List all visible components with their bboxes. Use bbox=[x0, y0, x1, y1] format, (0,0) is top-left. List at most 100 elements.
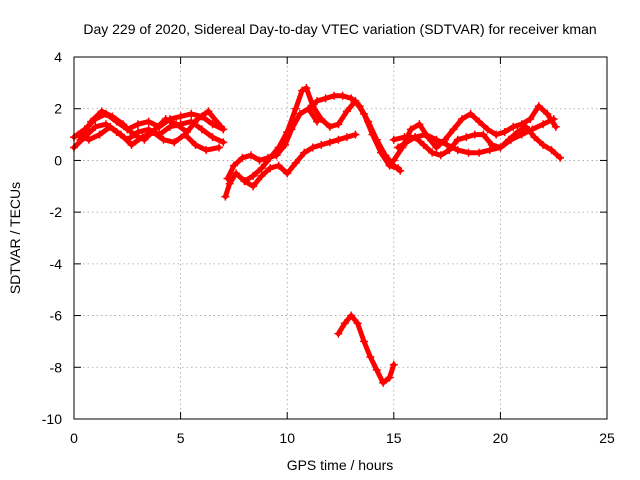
data-point bbox=[325, 138, 334, 147]
data-point bbox=[191, 140, 200, 149]
data-point bbox=[458, 115, 467, 124]
data-point bbox=[526, 115, 535, 124]
data-point bbox=[551, 122, 560, 131]
data-point bbox=[193, 115, 202, 124]
data-point bbox=[517, 130, 526, 139]
data-point bbox=[197, 125, 206, 134]
data-point bbox=[389, 360, 398, 369]
data-point bbox=[389, 156, 398, 165]
data-point bbox=[221, 192, 230, 201]
data-point bbox=[208, 133, 217, 142]
data-point bbox=[432, 135, 441, 144]
data-point bbox=[338, 91, 347, 100]
data-point bbox=[359, 337, 368, 346]
y-axis-label: SDTVAR / TECUs bbox=[7, 182, 23, 294]
data-point bbox=[334, 329, 343, 338]
data-point bbox=[283, 127, 292, 136]
axis-ticks bbox=[73, 56, 608, 420]
data-point bbox=[295, 109, 304, 118]
data-point bbox=[180, 130, 189, 139]
data-point bbox=[475, 148, 484, 157]
data-point bbox=[347, 94, 356, 103]
data-point bbox=[291, 104, 300, 113]
series-track bbox=[75, 124, 222, 153]
data-point bbox=[274, 143, 283, 152]
data-point bbox=[232, 169, 241, 178]
data-point bbox=[342, 107, 351, 116]
data-point bbox=[170, 138, 179, 147]
data-point bbox=[381, 151, 390, 160]
data-point bbox=[436, 151, 445, 160]
data-point bbox=[214, 143, 223, 152]
data-point bbox=[342, 133, 351, 142]
data-point bbox=[415, 120, 424, 129]
data-point bbox=[485, 146, 494, 155]
series-sat-track-j bbox=[389, 102, 560, 165]
series-track bbox=[335, 313, 397, 386]
data-point bbox=[528, 125, 537, 134]
data-point bbox=[492, 130, 501, 139]
data-point bbox=[539, 140, 548, 149]
x-tick-label: 0 bbox=[70, 430, 78, 446]
y-tick-label: 4 bbox=[54, 49, 62, 65]
data-point bbox=[334, 120, 343, 129]
data-point bbox=[257, 171, 266, 180]
data-point bbox=[496, 143, 505, 152]
data-point bbox=[470, 130, 479, 139]
data-point bbox=[148, 127, 157, 136]
data-point bbox=[165, 122, 174, 131]
data-point bbox=[302, 84, 311, 93]
data-point bbox=[317, 115, 326, 124]
data-point bbox=[372, 365, 381, 374]
y-tick-label: 2 bbox=[54, 101, 62, 117]
data-point bbox=[313, 117, 322, 126]
data-point bbox=[534, 102, 543, 111]
plot-frame bbox=[73, 56, 608, 420]
data-point bbox=[172, 120, 181, 129]
data-point bbox=[500, 127, 509, 136]
data-point bbox=[421, 130, 430, 139]
data-point bbox=[274, 161, 283, 170]
data-point bbox=[556, 153, 565, 162]
data-point bbox=[202, 146, 211, 155]
data-point bbox=[225, 179, 234, 188]
data-point bbox=[379, 378, 388, 387]
data-point bbox=[530, 133, 539, 142]
grid-lines bbox=[74, 57, 607, 419]
data-point bbox=[219, 138, 228, 147]
data-point bbox=[419, 140, 428, 149]
data-point bbox=[308, 143, 317, 152]
x-tick-label: 15 bbox=[386, 430, 402, 446]
data-point bbox=[283, 169, 292, 178]
data-point bbox=[138, 133, 147, 142]
data-point bbox=[453, 135, 462, 144]
data-point bbox=[108, 112, 117, 121]
data-point bbox=[509, 122, 518, 131]
data-point bbox=[355, 102, 364, 111]
data-point bbox=[443, 140, 452, 149]
series-sat-track-h bbox=[304, 91, 405, 175]
data-point bbox=[549, 115, 558, 124]
data-point bbox=[97, 107, 106, 116]
data-point bbox=[257, 164, 266, 173]
data-point bbox=[84, 135, 93, 144]
data-point bbox=[129, 130, 138, 139]
data-point bbox=[385, 373, 394, 382]
data-point bbox=[325, 122, 334, 131]
data-point bbox=[507, 135, 516, 144]
data-point bbox=[347, 311, 356, 320]
data-point bbox=[483, 125, 492, 134]
data-point bbox=[176, 112, 185, 121]
data-point bbox=[428, 148, 437, 157]
data-point bbox=[340, 319, 349, 328]
data-point bbox=[479, 130, 488, 139]
data-point bbox=[187, 109, 196, 118]
series-sat-track-l bbox=[389, 115, 558, 157]
series-sat-track-i bbox=[334, 311, 398, 387]
data-point bbox=[133, 120, 142, 129]
series-track bbox=[222, 132, 358, 200]
data-point bbox=[127, 140, 136, 149]
data-point bbox=[330, 91, 339, 100]
data-point bbox=[521, 122, 530, 131]
